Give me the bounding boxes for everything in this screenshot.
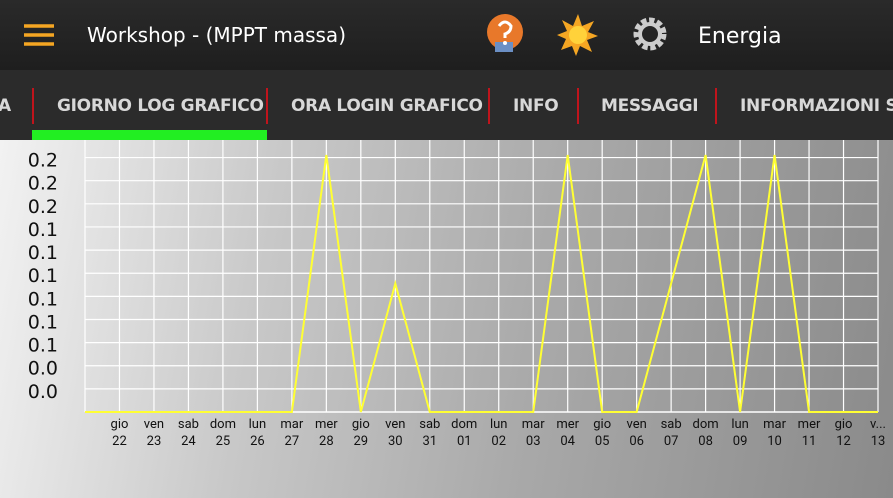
y-tick-label: 0.1 [28, 311, 58, 333]
screen-title: Workshop - (MPPT massa) [87, 23, 346, 47]
x-tick-label: mar 10 [763, 417, 786, 449]
x-tick-label: gio 12 [834, 417, 853, 449]
x-tick-label: lun 09 [731, 417, 749, 449]
chart: 0.00.00.10.10.10.10.10.10.20.20.2 [28, 140, 879, 413]
settings-icon[interactable] [633, 17, 667, 51]
y-tick-label: 0.0 [28, 358, 58, 380]
tab[interactable]: MESSAGGI [601, 96, 699, 116]
tab-separator [32, 88, 34, 124]
x-tick-label: gio 29 [351, 417, 370, 449]
x-tick-label: ven 30 [385, 417, 406, 449]
x-tick-label: dom 08 [692, 417, 719, 449]
tab-separator [715, 88, 717, 124]
y-tick-label: 0.1 [28, 335, 58, 357]
x-tick-label: mer 28 [314, 417, 338, 449]
x-tick-label: ven 06 [626, 417, 647, 449]
x-tick-label: v... 13 [870, 417, 886, 449]
header-icons: Workshop - (MPPT massa) Energia [24, 14, 782, 56]
tab[interactable]: A [0, 96, 11, 116]
x-tick-label: dom 01 [451, 417, 478, 449]
x-tick-label: lun 26 [248, 417, 267, 449]
y-tick-label: 0.1 [28, 242, 58, 264]
header: Workshop - (MPPT massa) Energia [0, 0, 893, 70]
y-tick-label: 0.2 [28, 173, 58, 195]
x-tick-label: dom 25 [209, 417, 236, 449]
y-tick-label: 0.2 [28, 150, 58, 172]
menu-button[interactable] [24, 24, 54, 46]
y-tick-label: 0.1 [28, 288, 58, 310]
x-tick-label: sab 07 [660, 417, 682, 449]
tab[interactable]: INFORMAZIONI SU [740, 96, 893, 116]
x-tick-label: mer 04 [556, 417, 580, 449]
sun-icon[interactable] [557, 14, 598, 56]
x-tick-label: sab 31 [419, 417, 441, 449]
y-tick-label: 0.2 [28, 196, 58, 218]
tab[interactable]: GIORNO LOG GRAFICO [57, 96, 264, 116]
y-tick-label: 0.1 [28, 219, 58, 241]
data-line [85, 154, 878, 413]
x-tick-label: mer 11 [797, 417, 821, 449]
tab[interactable]: INFO [513, 96, 559, 116]
tab-separator [577, 88, 579, 124]
tab[interactable]: ORA LOGIN GRAFICO [291, 96, 483, 116]
help-icon[interactable] [487, 14, 523, 52]
chart-area: 0.0 0.0 0.1 0.1 0.1 0.1 0.1 0.1 0.2 0.2 0.2 gio 22… [0, 140, 893, 498]
x-tick-label: gio 05 [593, 417, 612, 449]
x-tick-label: sab 24 [177, 417, 199, 449]
x-tick-label: lun 02 [489, 417, 508, 449]
x-tick-label: mar 27 [280, 417, 304, 449]
x-tick-label: mar 03 [521, 417, 545, 449]
active-tab-indicator [32, 130, 267, 140]
tab-bar: A GIORNO LOG GRAFICO ORA LOGIN GRAFICO I… [0, 70, 893, 140]
tab-separator [266, 88, 268, 124]
tab-separator [488, 88, 490, 124]
x-tick-label: ven 23 [143, 417, 165, 449]
y-tick-label: 0.0 [28, 381, 58, 403]
y-tick-label: 0.1 [28, 265, 58, 287]
x-tick-label: gio 22 [110, 417, 129, 449]
energy-label[interactable]: Energia [698, 24, 782, 49]
